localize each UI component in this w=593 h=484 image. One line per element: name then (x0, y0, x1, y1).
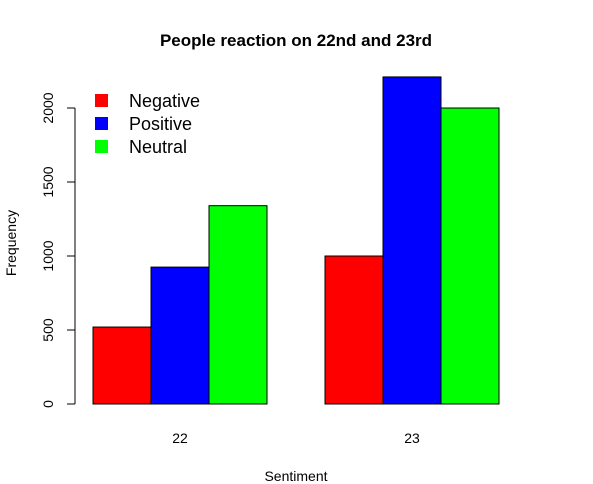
bar-negative-23 (324, 255, 384, 405)
legend-swatch-positive (95, 117, 108, 130)
bar-neutral-22 (208, 205, 268, 405)
y-tick-label: 500 (40, 318, 56, 342)
y-ticks: 0 500 1000 1500 2000 (40, 92, 75, 408)
y-tick-label: 0 (40, 400, 56, 408)
x-tick-label: 22 (172, 430, 188, 446)
bar-neutral-23 (440, 107, 500, 405)
bar-positive-23 (382, 76, 442, 405)
bars (92, 76, 500, 405)
y-axis: 0 500 1000 1500 2000 (40, 92, 76, 408)
bar-negative-22 (92, 326, 152, 405)
legend-swatch-negative (95, 94, 108, 107)
x-axis-label: Sentiment (264, 468, 327, 484)
x-ticks: 22 23 (172, 430, 420, 446)
chart-title: People reaction on 22nd and 23rd (160, 31, 432, 50)
legend-swatch-neutral (95, 140, 108, 153)
legend-label-neutral: Neutral (129, 137, 187, 157)
legend-label-negative: Negative (129, 91, 200, 111)
x-tick-label: 23 (404, 430, 420, 446)
y-tick-label: 1500 (40, 166, 56, 197)
legend-label-positive: Positive (129, 114, 192, 134)
legend: Negative Positive Neutral (95, 91, 200, 157)
y-tick-label: 1000 (40, 240, 56, 271)
y-tick-label: 2000 (40, 92, 56, 123)
y-axis-label: Frequency (3, 210, 19, 276)
bar-positive-22 (150, 266, 210, 405)
